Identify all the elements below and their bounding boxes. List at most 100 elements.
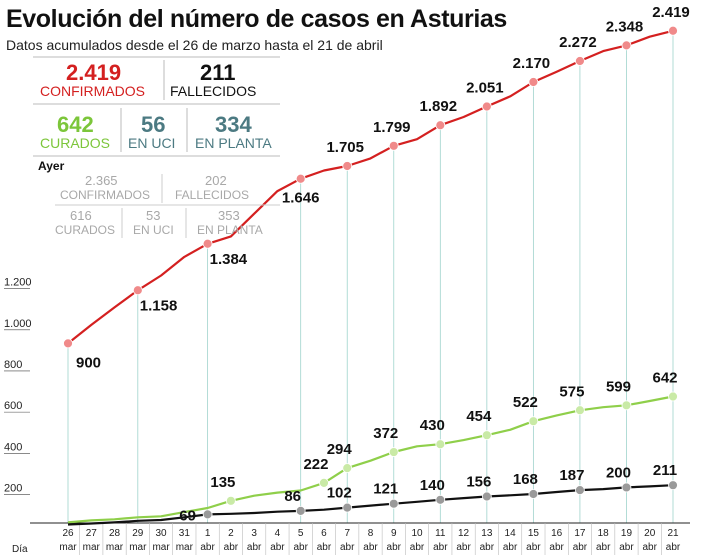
data-point	[202, 509, 213, 520]
data-point	[295, 506, 306, 516]
x-tick-day: 13	[481, 528, 493, 539]
data-label: 168	[513, 471, 538, 488]
data-label: 294	[327, 441, 353, 458]
data-point	[342, 502, 353, 513]
x-tick-day: 6	[321, 528, 327, 539]
data-point	[435, 494, 446, 505]
x-tick-month: mar	[129, 542, 147, 553]
x-tick-day: 9	[391, 528, 397, 539]
data-label: 200	[606, 464, 631, 481]
x-tick-day: 14	[505, 528, 517, 539]
x-axis: 26 mar 27 mar 28 mar 29 mar 30 mar 31 mar 1 abr 2 abr 3 a…	[30, 522, 690, 555]
data-label: 2.348	[606, 18, 644, 35]
y-tick-label: 1.000	[4, 318, 32, 330]
data-label: 222	[303, 456, 328, 473]
data-label: 86	[284, 488, 301, 505]
data-point	[481, 101, 492, 112]
data-point	[342, 463, 353, 473]
data-label: 121	[373, 481, 398, 498]
data-point	[528, 416, 539, 427]
data-point	[202, 238, 213, 249]
x-tick-month: mar	[83, 542, 101, 553]
x-tick-day: 20	[644, 528, 656, 539]
series-line-confirmados	[67, 29, 674, 345]
y-tick-label: 400	[4, 441, 22, 453]
x-tick-day: 4	[275, 528, 281, 539]
data-point	[668, 391, 678, 402]
data-point	[668, 480, 678, 491]
series-line-fallecidos	[67, 484, 674, 526]
data-label: 2.051	[466, 80, 504, 97]
x-tick-month: abr	[526, 542, 541, 553]
data-point	[481, 430, 492, 441]
data-point	[575, 405, 585, 416]
confirmados-label: CONFIRMADOS	[40, 83, 145, 99]
x-tick-day: 21	[667, 528, 679, 539]
x-tick-month: abr	[433, 542, 448, 553]
x-tick-month: mar	[152, 542, 170, 553]
data-point	[63, 338, 73, 349]
y-tick-label: 600	[4, 400, 22, 412]
chart-subtitle: Datos acumulados desde el 26 de marzo ha…	[6, 37, 383, 53]
data-point	[225, 495, 236, 506]
data-point	[621, 40, 632, 51]
x-tick-month: abr	[247, 542, 262, 553]
previous-fallecidos-value: 202	[205, 173, 227, 188]
data-label: 900	[76, 354, 101, 371]
data-point	[388, 447, 399, 457]
x-tick-day: 2	[228, 528, 234, 539]
data-point	[528, 77, 539, 87]
series-points	[63, 25, 678, 520]
x-tick-month: abr	[410, 542, 425, 553]
x-tick-month: mar	[176, 542, 194, 553]
x-tick-month: abr	[480, 542, 495, 553]
x-tick-month: abr	[643, 542, 658, 553]
x-tick-month: mar	[106, 542, 124, 553]
data-point	[528, 489, 539, 499]
x-tick-month: abr	[573, 542, 588, 553]
x-tick-month: abr	[596, 542, 611, 553]
x-tick-month: abr	[224, 542, 239, 553]
curados-label: CURADOS	[40, 135, 110, 151]
x-tick-month: abr	[340, 542, 355, 553]
data-point	[668, 25, 678, 36]
previous-curados-value: 616	[70, 208, 92, 223]
data-label: 642	[652, 369, 677, 386]
data-label: 1.158	[140, 297, 178, 314]
y-tick-label: 200	[4, 482, 22, 494]
data-label: 1.646	[282, 190, 320, 207]
uci-value: 56	[141, 112, 165, 137]
data-label: 1.705	[326, 139, 364, 156]
x-tick-day: 31	[179, 528, 191, 539]
data-label: 69	[179, 507, 196, 524]
data-point	[342, 161, 353, 171]
x-tick-day: 15	[528, 528, 540, 539]
data-label: 522	[513, 394, 538, 411]
vertical-guides	[67, 30, 674, 523]
x-tick-day: 1	[205, 528, 211, 539]
data-point	[295, 173, 306, 184]
previous-day-panel: Ayer 2.365 CONFIRMADOS 202 FALLECIDOS 61…	[38, 159, 280, 238]
data-point	[435, 120, 446, 131]
x-tick-month: abr	[317, 542, 332, 553]
data-point	[575, 56, 585, 66]
planta-value: 334	[215, 112, 252, 137]
x-tick-day: 8	[368, 528, 374, 539]
summary-panel: 2.419 CONFIRMADOS 211 FALLECIDOS 642 CUR…	[33, 56, 280, 157]
x-tick-day: 19	[621, 528, 633, 539]
previous-planta-value: 353	[218, 208, 240, 223]
x-tick-day: 16	[551, 528, 563, 539]
series-line-curados	[67, 395, 674, 524]
x-tick-month: abr	[363, 542, 378, 553]
data-label: 156	[466, 473, 491, 490]
data-point	[319, 478, 329, 488]
fallecidos-value: 211	[200, 60, 236, 85]
data-label: 2.170	[513, 55, 551, 72]
data-label: 454	[466, 408, 492, 425]
x-tick-month: abr	[270, 542, 285, 553]
x-tick-month: abr	[619, 542, 634, 553]
x-tick-day: 18	[598, 528, 610, 539]
planta-label: EN PLANTA	[195, 135, 272, 151]
data-point	[388, 140, 399, 151]
